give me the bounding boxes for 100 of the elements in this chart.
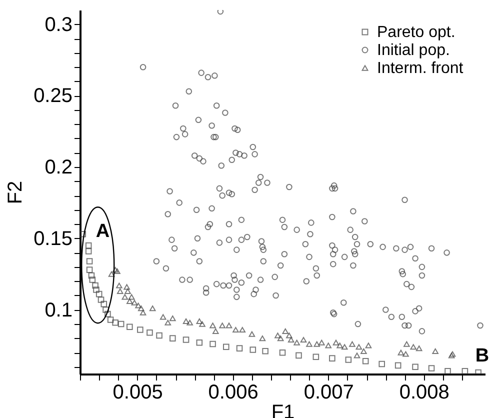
point bbox=[112, 267, 118, 273]
point bbox=[404, 341, 410, 347]
point bbox=[360, 348, 367, 354]
point bbox=[149, 306, 156, 312]
point bbox=[412, 364, 418, 370]
point bbox=[100, 300, 108, 308]
point bbox=[126, 298, 133, 304]
annotation: A bbox=[96, 221, 110, 242]
point bbox=[126, 324, 133, 330]
point bbox=[85, 248, 92, 254]
point bbox=[85, 242, 92, 249]
point bbox=[236, 345, 243, 352]
point bbox=[156, 332, 162, 339]
point bbox=[210, 340, 216, 348]
point bbox=[88, 272, 95, 279]
point bbox=[259, 336, 266, 342]
point bbox=[131, 300, 138, 306]
point bbox=[89, 276, 96, 283]
point bbox=[93, 286, 100, 293]
point bbox=[444, 368, 451, 374]
point bbox=[378, 360, 385, 368]
point bbox=[356, 344, 362, 350]
point bbox=[146, 329, 153, 336]
y-tick-label: 0.15 bbox=[34, 228, 72, 250]
point bbox=[416, 346, 422, 352]
point bbox=[432, 348, 438, 354]
point bbox=[118, 320, 124, 328]
x-tick-label: 0.007 bbox=[304, 382, 354, 404]
point bbox=[428, 365, 435, 372]
point bbox=[186, 320, 193, 326]
point bbox=[92, 282, 98, 289]
point bbox=[329, 355, 336, 362]
point bbox=[86, 258, 93, 264]
point bbox=[182, 318, 190, 324]
point bbox=[223, 344, 230, 350]
legend-label: Pareto opt. bbox=[377, 24, 456, 41]
point bbox=[475, 369, 482, 374]
point bbox=[112, 319, 118, 326]
point bbox=[104, 310, 111, 318]
point bbox=[250, 346, 256, 353]
point bbox=[199, 321, 206, 327]
point bbox=[341, 344, 348, 350]
point bbox=[318, 340, 325, 346]
point bbox=[362, 358, 369, 364]
point bbox=[160, 314, 166, 320]
point bbox=[277, 336, 284, 342]
point bbox=[116, 288, 124, 294]
point bbox=[107, 316, 114, 323]
point bbox=[294, 340, 300, 346]
y-tick-label: 0.1 bbox=[44, 299, 72, 322]
point bbox=[336, 342, 343, 348]
point bbox=[80, 230, 86, 238]
point bbox=[282, 328, 289, 334]
point bbox=[219, 322, 226, 328]
point bbox=[196, 339, 203, 346]
point bbox=[98, 296, 104, 303]
point bbox=[288, 336, 294, 343]
point bbox=[212, 328, 219, 334]
point bbox=[140, 310, 146, 316]
point bbox=[296, 352, 302, 359]
point bbox=[354, 352, 360, 358]
point bbox=[196, 318, 203, 324]
point bbox=[116, 282, 122, 288]
point bbox=[365, 342, 372, 348]
point bbox=[314, 341, 320, 347]
point bbox=[394, 362, 402, 369]
point bbox=[279, 349, 286, 356]
point bbox=[114, 268, 120, 274]
y-tick-label: 0.25 bbox=[34, 85, 72, 108]
point bbox=[122, 294, 128, 300]
point bbox=[325, 342, 332, 348]
point bbox=[170, 335, 176, 342]
point bbox=[312, 354, 320, 360]
point bbox=[210, 322, 216, 328]
point bbox=[124, 288, 131, 294]
point bbox=[170, 316, 176, 322]
point bbox=[102, 306, 109, 313]
point bbox=[248, 331, 256, 337]
point bbox=[164, 320, 172, 326]
point bbox=[332, 340, 340, 346]
point bbox=[124, 284, 130, 290]
x-tick-label: 0.005 bbox=[112, 382, 163, 404]
point bbox=[108, 271, 115, 277]
point bbox=[128, 294, 135, 300]
point bbox=[135, 302, 142, 308]
point bbox=[232, 326, 239, 333]
legend-label: Initial pop. bbox=[377, 42, 450, 59]
point bbox=[138, 306, 144, 312]
point bbox=[410, 344, 417, 350]
point bbox=[96, 290, 102, 298]
point bbox=[286, 332, 292, 338]
point bbox=[462, 368, 468, 374]
annotation: B bbox=[475, 346, 490, 367]
x-tick-label: 0.006 bbox=[208, 382, 258, 404]
point bbox=[239, 326, 246, 333]
legend-label: Interm. front bbox=[377, 60, 464, 77]
point bbox=[398, 350, 404, 356]
y-tick-label: 0.2 bbox=[44, 156, 72, 179]
point bbox=[345, 356, 352, 363]
point bbox=[262, 348, 268, 354]
